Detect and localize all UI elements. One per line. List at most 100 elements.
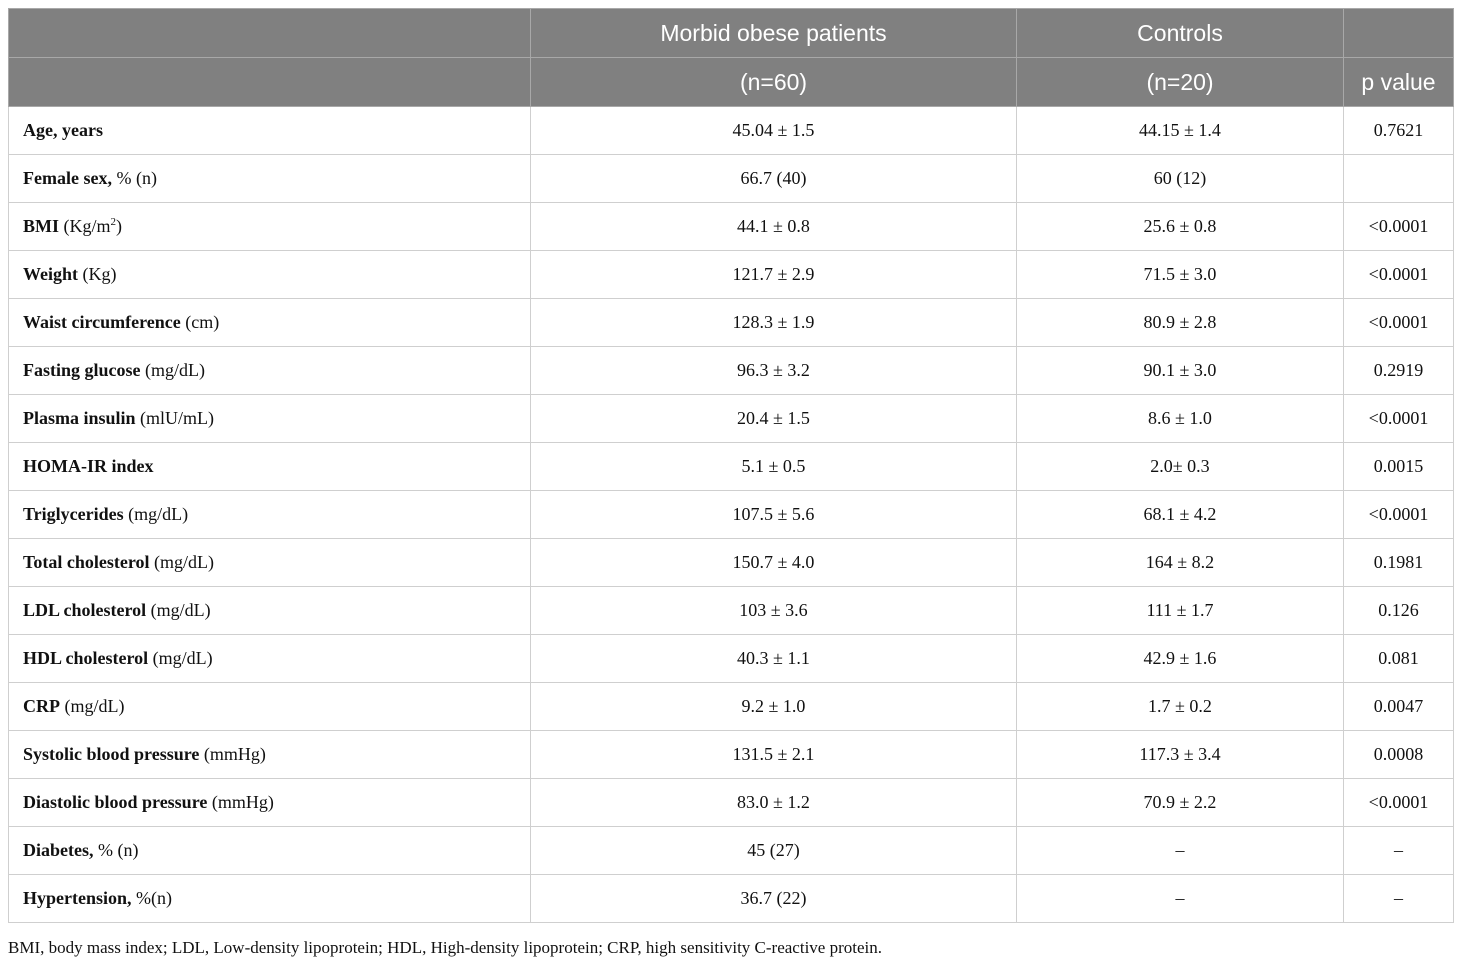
p-value: 0.0008 — [1343, 730, 1454, 779]
variable-unit: % (n) — [98, 840, 139, 860]
variable-name: HDL cholesterol — [23, 648, 149, 668]
variable-label: Diastolic blood pressure (mmHg) — [8, 778, 531, 827]
table-body: Age, years 45.04 ± 1.5 44.15 ± 1.4 0.7621 Fe… — [8, 106, 1454, 923]
variable-label: Age, years — [8, 106, 531, 155]
controls-value: 1.7 ± 0.2 — [1016, 682, 1344, 731]
obese-value: 36.7 (22) — [530, 874, 1017, 923]
table-row: Total cholesterol (mg/dL) 150.7 ± 4.0 164 … — [8, 538, 1454, 587]
p-value: 0.2919 — [1343, 346, 1454, 395]
variable-unit: (mg/dL) — [150, 600, 211, 620]
obese-value: 103 ± 3.6 — [530, 586, 1017, 635]
header-row-2: (n=60) (n=20) p value — [8, 57, 1454, 107]
controls-value: 80.9 ± 2.8 — [1016, 298, 1344, 347]
obese-value: 131.5 ± 2.1 — [530, 730, 1017, 779]
header-cell — [8, 8, 531, 58]
obese-value: 5.1 ± 0.5 — [530, 442, 1017, 491]
unit-superscript: 2 — [110, 216, 117, 228]
obese-value: 40.3 ± 1.1 — [530, 634, 1017, 683]
table-row: Age, years 45.04 ± 1.5 44.15 ± 1.4 0.7621 — [8, 106, 1454, 155]
p-value: <0.0001 — [1343, 778, 1454, 827]
variable-name: Age, years — [23, 120, 103, 140]
controls-value: 8.6 ± 1.0 — [1016, 394, 1344, 443]
variable-label: HDL cholesterol (mg/dL) — [8, 634, 531, 683]
p-value: 0.0047 — [1343, 682, 1454, 731]
table-row: Systolic blood pressure (mmHg) 131.5 ± 2.… — [8, 730, 1454, 779]
variable-name: Systolic blood pressure — [23, 744, 200, 764]
p-value: – — [1343, 874, 1454, 923]
obese-value: 45 (27) — [530, 826, 1017, 875]
controls-value: 71.5 ± 3.0 — [1016, 250, 1344, 299]
variable-unit: (mg/dL) — [64, 696, 125, 716]
variable-name: Total cholesterol — [23, 552, 150, 572]
variable-label: HOMA-IR index — [8, 442, 531, 491]
table-row: LDL cholesterol (mg/dL) 103 ± 3.6 111 ± 1.… — [8, 586, 1454, 635]
variable-label: Systolic blood pressure (mmHg) — [8, 730, 531, 779]
obese-value: 20.4 ± 1.5 — [530, 394, 1017, 443]
unit-tail: ) — [116, 216, 122, 236]
variable-label: Female sex, % (n) — [8, 154, 531, 203]
variable-label: Plasma insulin (mlU/mL) — [8, 394, 531, 443]
variable-unit: (mmHg) — [203, 744, 266, 764]
controls-value: 25.6 ± 0.8 — [1016, 202, 1344, 251]
controls-value: 68.1 ± 4.2 — [1016, 490, 1344, 539]
controls-value: 44.15 ± 1.4 — [1016, 106, 1344, 155]
obese-value: 45.04 ± 1.5 — [530, 106, 1017, 155]
variable-label: Hypertension, %(n) — [8, 874, 531, 923]
obese-value: 9.2 ± 1.0 — [530, 682, 1017, 731]
variable-name: Plasma insulin — [23, 408, 136, 428]
table-row: Diastolic blood pressure (mmHg) 83.0 ± 1.… — [8, 778, 1454, 827]
header-obese-group: Morbid obese patients — [530, 8, 1017, 58]
variable-label: CRP (mg/dL) — [8, 682, 531, 731]
obese-value: 66.7 (40) — [530, 154, 1017, 203]
variable-label: BMI (Kg/m2) — [8, 202, 531, 251]
controls-value: 2.0± 0.3 — [1016, 442, 1344, 491]
header-row-1: Morbid obese patients Controls — [8, 8, 1454, 58]
controls-value: 42.9 ± 1.6 — [1016, 634, 1344, 683]
variable-name: BMI — [23, 216, 59, 236]
variable-unit: %(n) — [136, 888, 172, 908]
table-row: HOMA-IR index 5.1 ± 0.5 2.0± 0.3 0.0015 — [8, 442, 1454, 491]
table-row: BMI (Kg/m2) 44.1 ± 0.8 25.6 ± 0.8 <0.0001 — [8, 202, 1454, 251]
obese-value: 107.5 ± 5.6 — [530, 490, 1017, 539]
table-row: Fasting glucose (mg/dL) 96.3 ± 3.2 90.1 ± … — [8, 346, 1454, 395]
header-controls-group: Controls — [1016, 8, 1344, 58]
variable-unit: (cm) — [185, 312, 220, 332]
controls-value: 117.3 ± 3.4 — [1016, 730, 1344, 779]
variable-label: Triglycerides (mg/dL) — [8, 490, 531, 539]
header-cell — [1343, 8, 1454, 58]
variable-unit: (mmHg) — [211, 792, 274, 812]
variable-unit: (Kg/m — [63, 216, 111, 236]
p-value: <0.0001 — [1343, 394, 1454, 443]
p-value: – — [1343, 826, 1454, 875]
header-obese-n: (n=60) — [530, 57, 1017, 107]
variable-name: Waist circumference — [23, 312, 181, 332]
controls-value: – — [1016, 874, 1344, 923]
controls-value: 111 ± 1.7 — [1016, 586, 1344, 635]
variable-label: Fasting glucose (mg/dL) — [8, 346, 531, 395]
p-value: <0.0001 — [1343, 250, 1454, 299]
table-row: HDL cholesterol (mg/dL) 40.3 ± 1.1 42.9 ± … — [8, 634, 1454, 683]
variable-name: CRP — [23, 696, 60, 716]
controls-value: 70.9 ± 2.2 — [1016, 778, 1344, 827]
variable-name: Hypertension, — [23, 888, 132, 908]
data-table: Morbid obese patients Controls (n=60) (n… — [8, 8, 1454, 923]
p-value: 0.126 — [1343, 586, 1454, 635]
variable-unit: (mg/dL) — [154, 552, 214, 572]
obese-value: 44.1 ± 0.8 — [530, 202, 1017, 251]
header-p-value: p value — [1343, 57, 1454, 107]
header-cell — [8, 57, 531, 107]
table-row: Diabetes, % (n) 45 (27) – – — [8, 826, 1454, 875]
variable-name: Fasting glucose — [23, 360, 141, 380]
variable-label: Waist circumference (cm) — [8, 298, 531, 347]
controls-value: 164 ± 8.2 — [1016, 538, 1344, 587]
variable-name: Weight — [23, 264, 79, 284]
variable-name: HOMA-IR index — [23, 456, 154, 476]
variable-name: LDL cholesterol — [23, 600, 147, 620]
variable-unit: % (n) — [116, 168, 157, 188]
p-value: 0.0015 — [1343, 442, 1454, 491]
table-footnote: BMI, body mass index; LDL, Low-density l… — [8, 938, 882, 957]
obese-value: 121.7 ± 2.9 — [530, 250, 1017, 299]
variable-label: Diabetes, % (n) — [8, 826, 531, 875]
variable-label: Weight (Kg) — [8, 250, 531, 299]
table-row: Weight (Kg) 121.7 ± 2.9 71.5 ± 3.0 <0.0001 — [8, 250, 1454, 299]
